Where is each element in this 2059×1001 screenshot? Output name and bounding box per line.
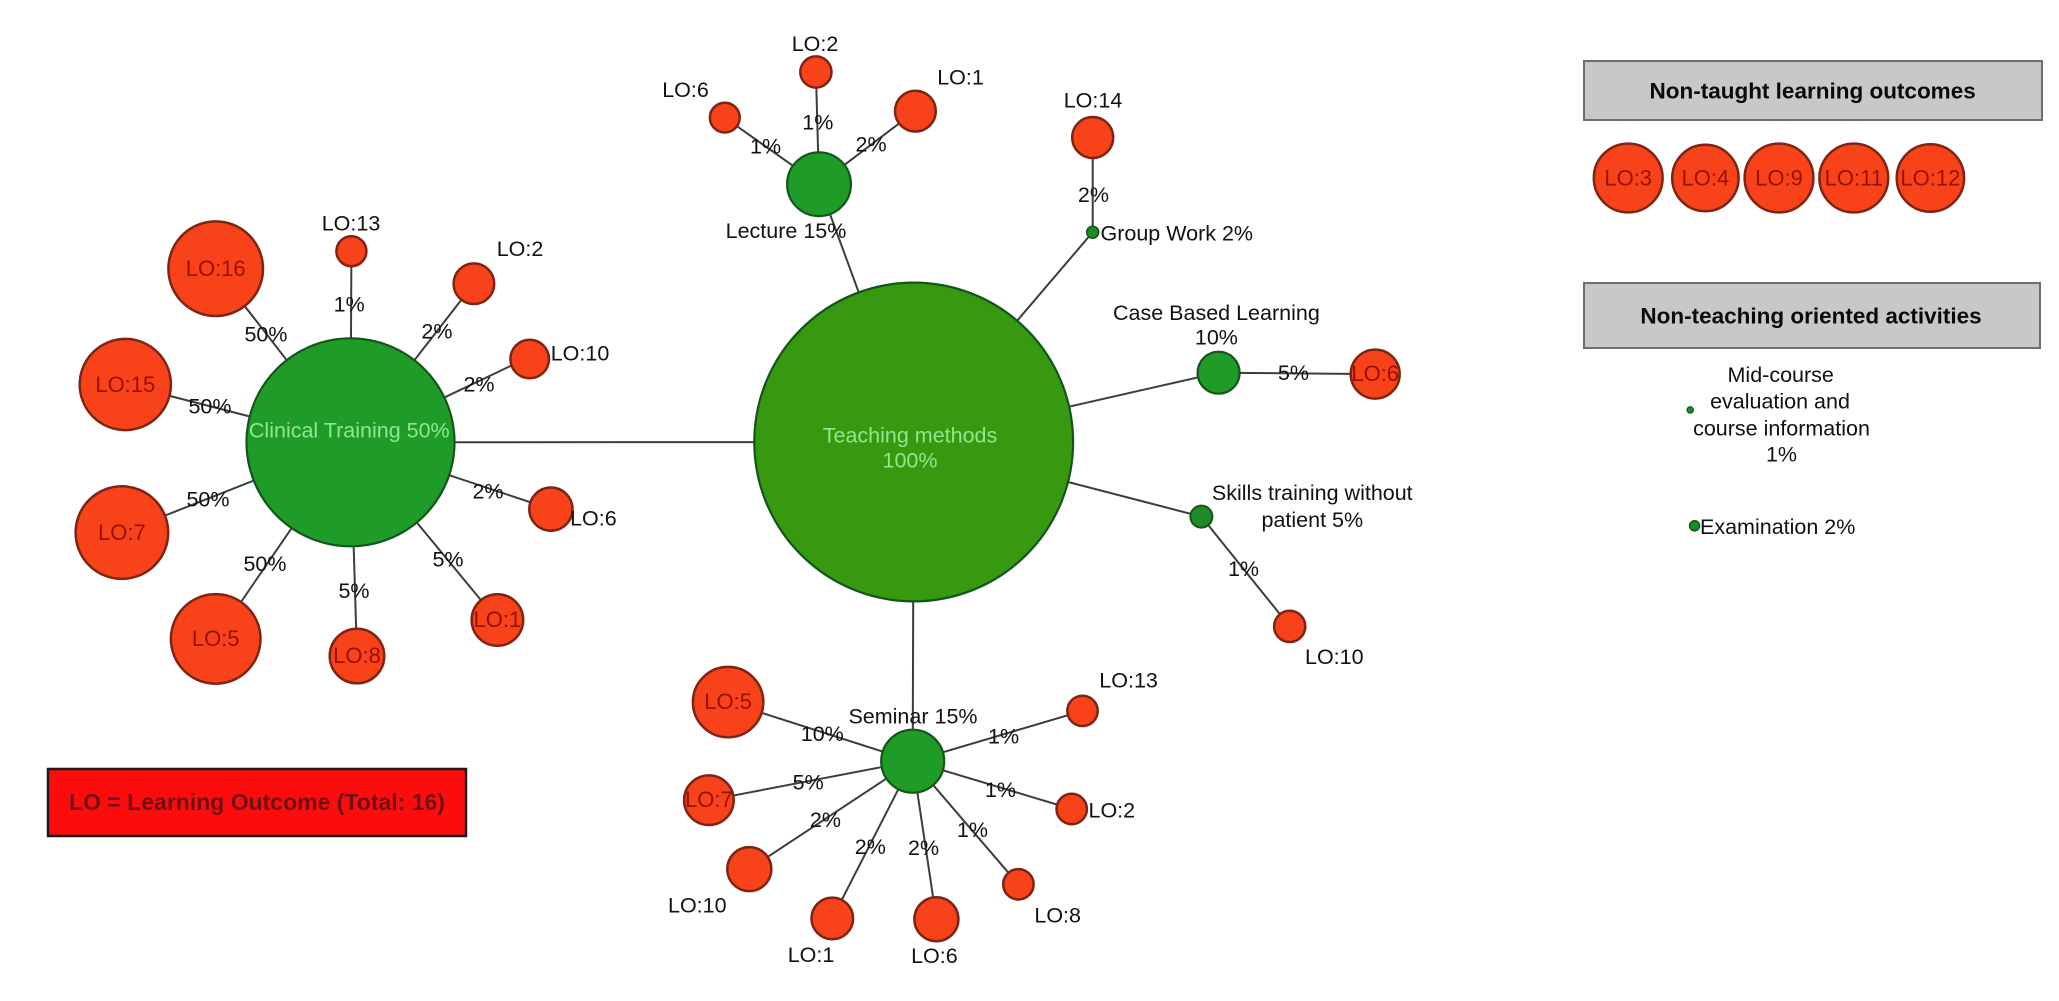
svg-text:LO:5: LO:5 <box>704 689 752 714</box>
svg-text:LO:3: LO:3 <box>1604 166 1652 191</box>
svg-text:Examination 2%: Examination 2% <box>1700 515 1855 539</box>
svg-text:LO:11: LO:11 <box>1825 166 1883 191</box>
svg-text:LO:1: LO:1 <box>937 65 984 89</box>
svg-text:LO:10: LO:10 <box>551 342 610 366</box>
svg-text:LO:10: LO:10 <box>668 894 727 918</box>
svg-text:1%: 1% <box>957 818 988 842</box>
svg-text:50%: 50% <box>244 323 287 347</box>
svg-text:LO:1: LO:1 <box>788 943 835 967</box>
svg-text:LO:14: LO:14 <box>1064 89 1123 113</box>
svg-text:patient 5%: patient 5% <box>1261 508 1363 532</box>
svg-text:50%: 50% <box>243 552 286 576</box>
svg-text:Non-taught learning outcomes: Non-taught learning outcomes <box>1649 79 1975 104</box>
svg-text:Seminar 15%: Seminar 15% <box>848 704 977 728</box>
svg-text:Mid-course: Mid-course <box>1728 363 1834 387</box>
svg-text:2%: 2% <box>1078 183 1109 207</box>
svg-text:10%: 10% <box>1195 326 1238 350</box>
svg-text:Skills training without: Skills training without <box>1212 481 1413 505</box>
svg-text:evaluation and: evaluation and <box>1710 390 1850 414</box>
svg-text:5%: 5% <box>432 548 463 572</box>
svg-text:5%: 5% <box>1278 361 1309 385</box>
svg-text:LO:13: LO:13 <box>1099 669 1158 693</box>
svg-text:2%: 2% <box>855 835 886 859</box>
svg-text:LO:2: LO:2 <box>497 237 544 261</box>
svg-text:Teaching methods: Teaching methods <box>823 423 998 447</box>
svg-text:LO = Learning Outcome (Total:: LO = Learning Outcome (Total: 16) <box>69 789 445 815</box>
svg-text:LO:6: LO:6 <box>911 944 958 968</box>
svg-text:LO:8: LO:8 <box>1034 904 1081 928</box>
svg-text:2%: 2% <box>908 836 939 860</box>
svg-text:Group Work 2%: Group Work 2% <box>1101 221 1254 245</box>
svg-text:LO:5: LO:5 <box>192 626 240 651</box>
svg-text:50%: 50% <box>188 395 231 419</box>
svg-text:LO:8: LO:8 <box>333 643 381 668</box>
svg-text:LO:7: LO:7 <box>685 787 733 812</box>
svg-text:LO:6: LO:6 <box>570 507 617 531</box>
svg-text:LO:6: LO:6 <box>662 78 709 102</box>
svg-text:10%: 10% <box>801 722 844 746</box>
svg-text:LO:9: LO:9 <box>1755 166 1803 191</box>
svg-text:Clinical Training 50%: Clinical Training 50% <box>249 419 450 443</box>
svg-text:LO:1: LO:1 <box>474 607 522 632</box>
svg-text:LO:15: LO:15 <box>95 372 155 397</box>
svg-text:5%: 5% <box>338 579 369 603</box>
svg-text:2%: 2% <box>421 320 452 344</box>
svg-text:LO:6: LO:6 <box>1351 361 1399 386</box>
svg-text:1%: 1% <box>985 778 1016 802</box>
svg-text:1%: 1% <box>988 725 1019 749</box>
svg-text:course information: course information <box>1693 417 1870 441</box>
svg-text:LO:12: LO:12 <box>1900 166 1960 191</box>
svg-text:LO:2: LO:2 <box>1088 799 1135 823</box>
svg-text:Case Based Learning: Case Based Learning <box>1113 301 1320 325</box>
svg-text:2%: 2% <box>810 808 841 832</box>
svg-text:Non-teaching oriented activiti: Non-teaching oriented activities <box>1640 303 1981 328</box>
svg-text:100%: 100% <box>883 448 938 472</box>
svg-text:LO:4: LO:4 <box>1682 166 1730 191</box>
svg-text:1%: 1% <box>1766 443 1797 467</box>
svg-text:LO:16: LO:16 <box>186 256 246 281</box>
svg-text:1%: 1% <box>750 134 781 158</box>
svg-text:Lecture 15%: Lecture 15% <box>726 219 847 243</box>
svg-text:LO:10: LO:10 <box>1305 645 1364 669</box>
svg-text:2%: 2% <box>856 133 887 157</box>
svg-text:1%: 1% <box>1228 557 1259 581</box>
svg-text:2%: 2% <box>463 373 494 397</box>
svg-text:LO:13: LO:13 <box>322 212 381 236</box>
svg-text:1%: 1% <box>802 110 833 134</box>
svg-text:50%: 50% <box>186 488 229 512</box>
svg-text:5%: 5% <box>793 771 824 795</box>
svg-text:LO:7: LO:7 <box>98 520 146 545</box>
svg-text:1%: 1% <box>334 293 365 317</box>
svg-text:2%: 2% <box>472 480 503 504</box>
svg-text:LO:2: LO:2 <box>792 32 839 56</box>
